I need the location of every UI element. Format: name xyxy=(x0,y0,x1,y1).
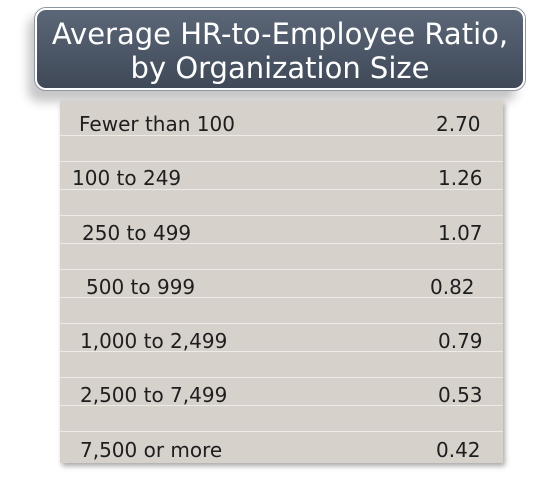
row-separator xyxy=(60,135,503,136)
row-separator xyxy=(60,161,503,162)
row-separator xyxy=(60,189,503,190)
title-banner: Average HR-to-Employee Ratio, by Organiz… xyxy=(35,8,525,90)
title-line-1: Average HR-to-Employee Ratio, xyxy=(51,17,509,51)
table-row: 100 to 249 1.26 xyxy=(60,164,503,192)
row-value: 0.82 xyxy=(430,275,475,299)
row-label: 7,500 or more xyxy=(80,438,223,462)
row-separator xyxy=(60,351,503,352)
row-label: 100 to 249 xyxy=(72,166,182,190)
table-row: 2,500 to 7,499 0.53 xyxy=(60,381,503,409)
row-value: 2.70 xyxy=(436,112,481,136)
row-separator xyxy=(60,215,503,216)
row-value: 0.53 xyxy=(438,383,483,407)
ratio-table: Fewer than 100 2.70 100 to 249 1.26 250 … xyxy=(60,101,503,463)
row-label: 1,000 to 2,499 xyxy=(80,329,228,353)
row-label: 500 to 999 xyxy=(86,275,196,299)
table-row: 250 to 499 1.07 xyxy=(60,219,503,247)
row-label: Fewer than 100 xyxy=(79,112,235,136)
row-value: 1.26 xyxy=(438,166,483,190)
table-row: 1,000 to 2,499 0.79 xyxy=(60,327,503,355)
title-line-2: by Organization Size xyxy=(130,51,430,85)
row-separator xyxy=(60,377,503,378)
table-row: 500 to 999 0.82 xyxy=(60,273,503,301)
row-label: 250 to 499 xyxy=(82,221,192,245)
table-row: 7,500 or more 0.42 xyxy=(60,436,503,464)
row-value: 0.42 xyxy=(436,438,481,462)
row-separator xyxy=(60,323,503,324)
row-separator xyxy=(60,405,503,406)
row-label: 2,500 to 7,499 xyxy=(80,383,228,407)
table-row: Fewer than 100 2.70 xyxy=(60,110,503,138)
row-separator xyxy=(60,431,503,432)
row-separator xyxy=(60,243,503,244)
row-separator xyxy=(60,269,503,270)
row-value: 1.07 xyxy=(438,221,483,245)
row-value: 0.79 xyxy=(438,329,483,353)
row-separator xyxy=(60,297,503,298)
